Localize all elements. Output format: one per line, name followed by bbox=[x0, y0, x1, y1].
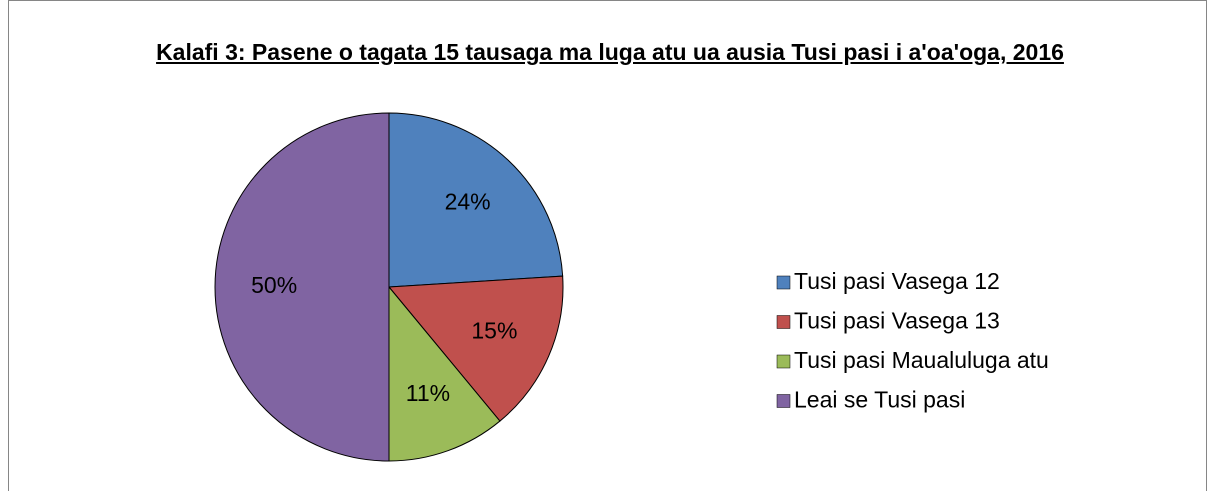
data-label: 24% bbox=[445, 188, 491, 214]
legend-label: Tusi pasi Vasega 13 bbox=[794, 308, 1000, 334]
pie-slice bbox=[387, 275, 564, 422]
pie-slice bbox=[388, 285, 501, 462]
chart-title: Kalafi 3: Pasene o tagata 15 tausaga ma … bbox=[156, 39, 1064, 65]
data-label: 11% bbox=[406, 380, 450, 406]
pie-slice bbox=[214, 112, 390, 462]
legend-label: Leai se Tusi pasi bbox=[794, 387, 965, 413]
legend-swatch bbox=[776, 315, 791, 329]
legend-label: Tusi pasi Vasega 12 bbox=[794, 268, 1000, 294]
chart-frame bbox=[8, 0, 1207, 491]
legend-label: Tusi pasi Maualuluga atu bbox=[794, 347, 1049, 373]
pie-slice bbox=[388, 112, 564, 288]
data-label: 50% bbox=[251, 272, 297, 298]
legend-swatch bbox=[776, 354, 791, 369]
legend-swatch bbox=[776, 275, 791, 290]
legend-swatch bbox=[776, 394, 791, 408]
data-label: 15% bbox=[471, 318, 517, 344]
